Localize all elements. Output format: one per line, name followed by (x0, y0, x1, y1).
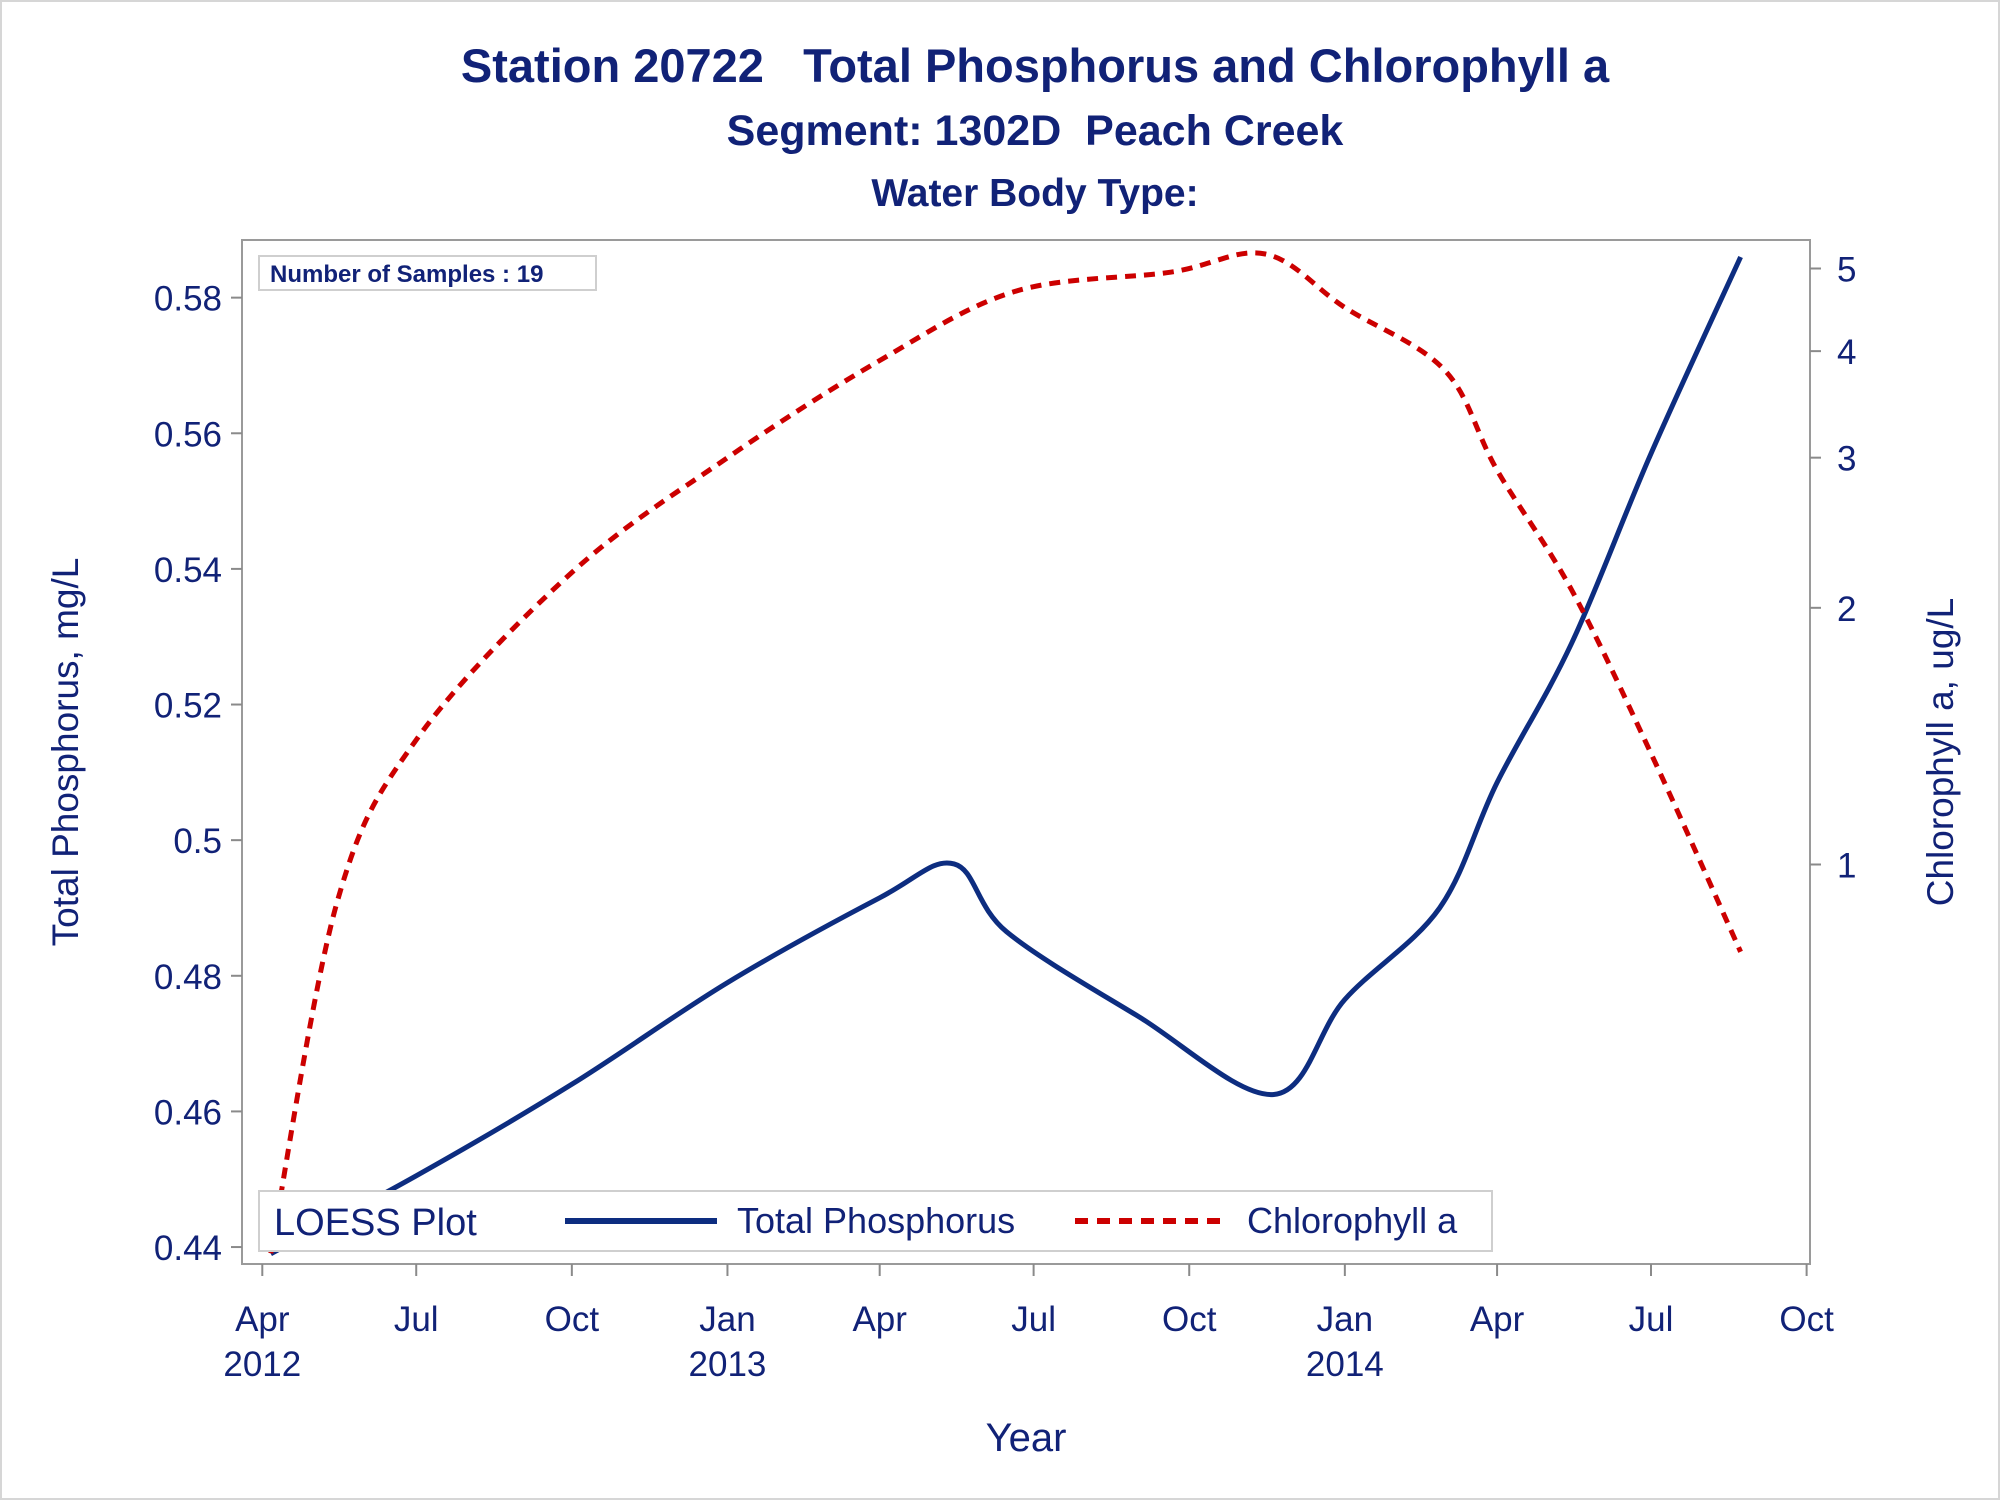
legend-label-chlorophyll-a: Chlorophyll a (1247, 1200, 1458, 1241)
x-axis-label: Year (986, 1416, 1067, 1460)
legend: LOESS Plot Total Phosphorus Chlorophyll … (258, 1190, 1493, 1252)
legend-label-total-phosphorus: Total Phosphorus (737, 1200, 1015, 1241)
y-tick-label: 0.56 (154, 415, 222, 454)
sample-count-label: Number of Samples : 19 (270, 261, 543, 288)
y-tick-label: 0.48 (154, 958, 222, 997)
y2-tick-label: 2 (1837, 590, 1856, 629)
y-axis-label: Total Phosphorus, mg/L (45, 558, 86, 947)
y-tick-label: 0.46 (154, 1093, 222, 1132)
x-tick-label: Jul (1629, 1300, 1674, 1339)
x-tick-label: Jan 2013 (689, 1300, 767, 1384)
series-line-chlorophyll-a (268, 250, 1743, 1254)
y-tick-label: 0.54 (154, 551, 222, 590)
chart-subtitle-water-body: Water Body Type: (871, 172, 1198, 215)
sample-count-box (258, 255, 597, 291)
x-tick-label: Apr (1470, 1300, 1525, 1339)
y2-tick-label: 1 (1837, 846, 1856, 885)
x-tick-label: Apr (852, 1300, 907, 1339)
chart-subtitle: Segment: 1302D Peach Creek (727, 107, 1344, 155)
series-layer (268, 250, 1743, 1257)
legend-box (258, 1190, 1493, 1252)
legend-title: LOESS Plot (274, 1202, 477, 1244)
y-tick-label: 0.5 (173, 822, 222, 861)
x-tick-label: Oct (1779, 1300, 1834, 1339)
x-tick-label: Jul (394, 1300, 439, 1339)
x-axis: Apr 2012 Jul Oct Jan 2013 Apr Jul Oct Jan 2014 Apr J… (223, 1264, 1834, 1384)
x-tick-label: Oct (1162, 1300, 1217, 1339)
plot-area (241, 239, 1811, 1265)
y-axis-right: 1 2 3 4 5 (1810, 250, 1856, 885)
y2-tick-label: 5 (1837, 250, 1856, 289)
y-axis-left: 0.44 0.46 0.48 0.5 0.52 0.54 0.56 0.58 (154, 280, 242, 1268)
series-line-total-phosphorus (269, 255, 1743, 1257)
chart-title: Station 20722 Total Phosphorus and Chlor… (461, 39, 1610, 92)
x-tick-label: Apr 2012 (223, 1300, 301, 1384)
sample-count-inset: Number of Samples : 19 (258, 255, 597, 291)
y-tick-label: 0.58 (154, 280, 222, 319)
y-tick-label: 0.52 (154, 687, 222, 726)
x-tick-label: Jan 2014 (1306, 1300, 1384, 1384)
x-tick-label: Oct (545, 1300, 600, 1339)
y2-tick-label: 3 (1837, 440, 1856, 479)
y2-tick-label: 4 (1837, 333, 1856, 372)
y2-axis-label: Chlorophyll a, ug/L (1920, 598, 1961, 907)
y-tick-label: 0.44 (154, 1229, 222, 1268)
x-tick-label: Jul (1011, 1300, 1056, 1339)
